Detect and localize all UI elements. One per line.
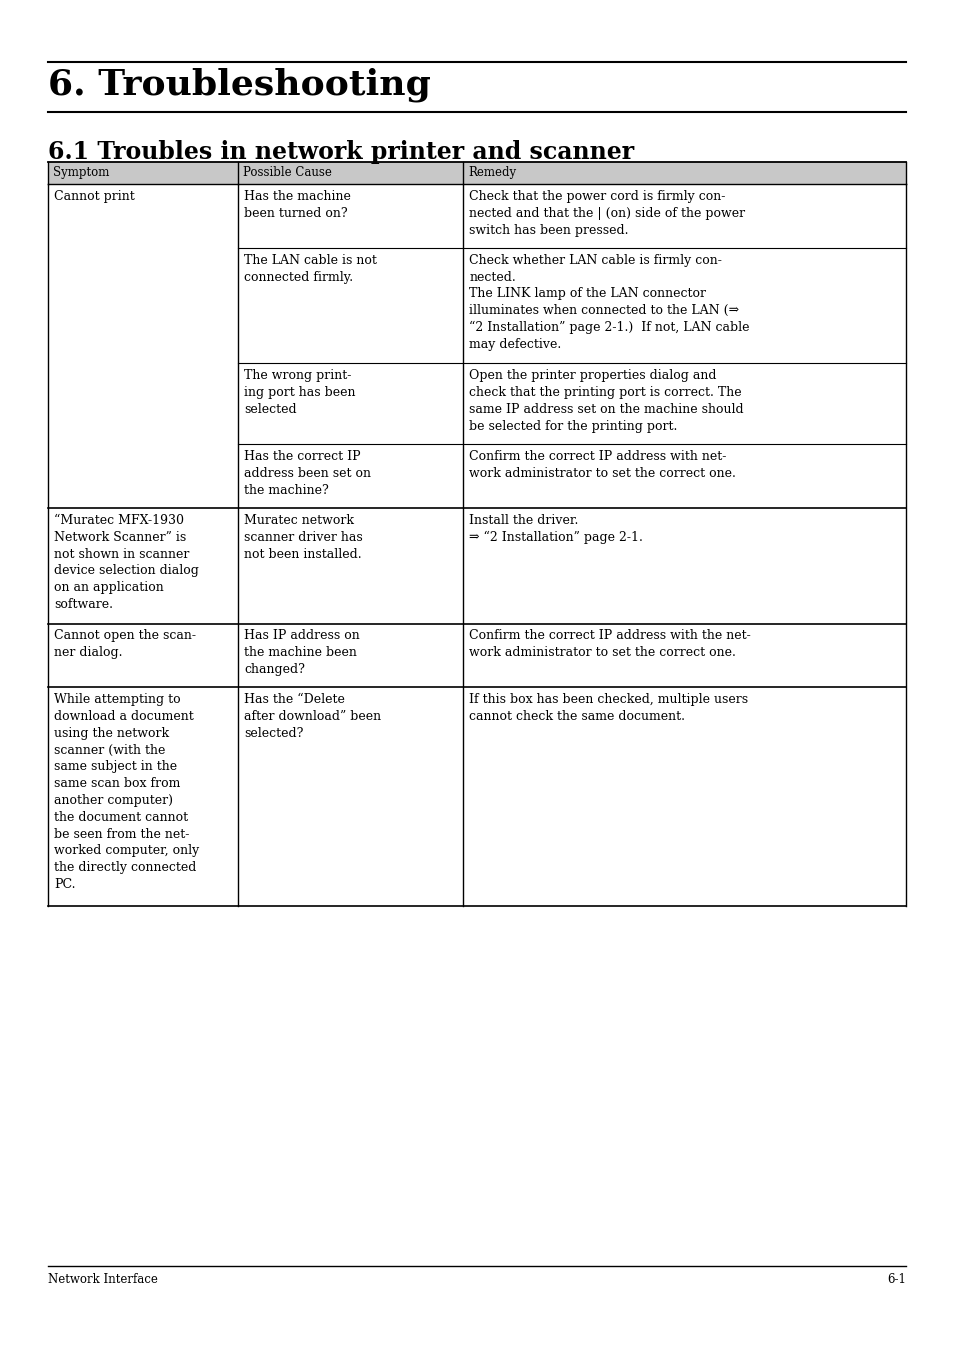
Text: Has the correct IP
address been set on
the machine?: Has the correct IP address been set on t…	[244, 451, 371, 497]
Bar	[463, 363, 905, 444]
Bar	[463, 623, 905, 688]
Bar	[238, 248, 463, 363]
Text: Possible Cause: Possible Cause	[243, 167, 332, 179]
Bar	[463, 184, 905, 248]
Text: The LAN cable is not
connected firmly.: The LAN cable is not connected firmly.	[244, 253, 377, 283]
Bar	[238, 184, 463, 248]
Text: 6.1 Troubles in network printer and scanner: 6.1 Troubles in network printer and scan…	[48, 139, 634, 164]
Bar	[48, 184, 238, 508]
Text: Cannot print: Cannot print	[54, 190, 134, 203]
Text: Muratec network
scanner driver has
not been installed.: Muratec network scanner driver has not b…	[244, 515, 363, 561]
Bar	[48, 162, 905, 184]
Text: The wrong print-
ing port has been
selected: The wrong print- ing port has been selec…	[244, 370, 355, 416]
Bar	[48, 688, 238, 906]
Text: Cannot open the scan-
ner dialog.: Cannot open the scan- ner dialog.	[54, 630, 195, 659]
Text: Check that the power cord is firmly con-
nected and that the | (on) side of the : Check that the power cord is firmly con-…	[469, 190, 744, 237]
Bar	[238, 508, 463, 623]
Bar	[238, 688, 463, 906]
Bar	[48, 508, 238, 623]
Text: “Muratec MFX-1930
Network Scanner” is
not shown in scanner
device selection dial: “Muratec MFX-1930 Network Scanner” is no…	[54, 515, 198, 611]
Text: Has IP address on
the machine been
changed?: Has IP address on the machine been chang…	[244, 630, 360, 676]
Bar	[238, 623, 463, 688]
Bar	[48, 623, 238, 688]
Text: 6. Troubleshooting: 6. Troubleshooting	[48, 68, 431, 103]
Bar	[463, 688, 905, 906]
Text: Symptom: Symptom	[53, 167, 110, 179]
Bar	[463, 444, 905, 508]
Text: If this box has been checked, multiple users
cannot check the same document.: If this box has been checked, multiple u…	[469, 693, 747, 723]
Text: Has the machine
been turned on?: Has the machine been turned on?	[244, 190, 351, 219]
Bar	[463, 248, 905, 363]
Bar	[238, 444, 463, 508]
Text: Remedy: Remedy	[468, 167, 516, 179]
Text: Open the printer properties dialog and
check that the printing port is correct. : Open the printer properties dialog and c…	[469, 370, 743, 433]
Text: Confirm the correct IP address with the net-
work administrator to set the corre: Confirm the correct IP address with the …	[469, 630, 750, 659]
Bar	[238, 363, 463, 444]
Text: Install the driver.
⇒ “2 Installation” page 2-1.: Install the driver. ⇒ “2 Installation” p…	[469, 515, 642, 544]
Text: Has the “Delete
after download” been
selected?: Has the “Delete after download” been sel…	[244, 693, 381, 739]
Bar	[463, 508, 905, 623]
Text: While attempting to
download a document
using the network
scanner (with the
same: While attempting to download a document …	[54, 693, 199, 891]
Text: Check whether LAN cable is firmly con-
nected.
The LINK lamp of the LAN connecto: Check whether LAN cable is firmly con- n…	[469, 253, 749, 351]
Text: 6-1: 6-1	[886, 1273, 905, 1286]
Text: Confirm the correct IP address with net-
work administrator to set the correct o: Confirm the correct IP address with net-…	[469, 451, 736, 481]
Text: Network Interface: Network Interface	[48, 1273, 157, 1286]
